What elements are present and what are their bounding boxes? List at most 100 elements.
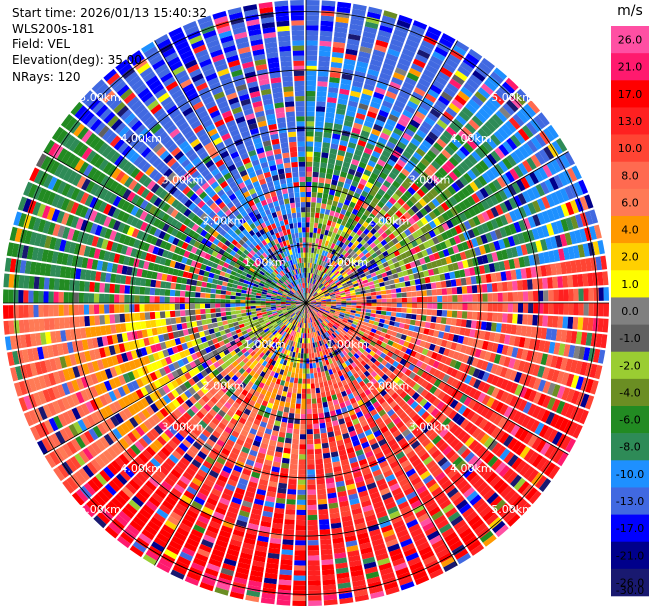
ray: [306, 48, 483, 303]
range-gate: [484, 79, 497, 92]
range-gate: [334, 233, 340, 240]
range-gate: [286, 499, 296, 505]
range-gate: [322, 376, 327, 382]
range-gate: [449, 237, 457, 246]
range-gate: [310, 297, 315, 301]
range-gate: [306, 186, 312, 192]
range-gate: [390, 312, 397, 317]
range-gate: [490, 218, 499, 230]
range-gate: [341, 306, 347, 309]
range-gate: [326, 395, 333, 402]
range-gate: [348, 224, 355, 231]
range-gate: [374, 163, 384, 172]
range-gate: [376, 176, 385, 184]
range-gate: [327, 287, 333, 292]
range-gate: [388, 225, 396, 233]
range-gate: [292, 600, 306, 606]
range-gate: [339, 278, 346, 283]
range-gate: [315, 212, 320, 219]
range-gate: [592, 348, 601, 363]
range-gate: [325, 308, 331, 311]
range-gate: [414, 278, 421, 285]
range-gate: [569, 359, 578, 373]
range-gate: [502, 81, 516, 95]
range-gate: [393, 278, 400, 284]
range-gate: [366, 11, 381, 20]
range-gate: [517, 314, 523, 325]
range-gate: [288, 412, 295, 419]
range-gate: [308, 288, 310, 294]
range-gate: [367, 160, 376, 168]
range-gate: [372, 216, 380, 224]
range-gate: [345, 178, 353, 185]
range-gate: [515, 179, 526, 192]
range-gate: [393, 261, 400, 268]
range-gate: [435, 99, 447, 110]
range-gate: [349, 314, 355, 319]
range-gate: [407, 186, 416, 196]
range-gate: [504, 120, 517, 133]
range-gate: [420, 171, 431, 181]
range-gate: [335, 16, 349, 24]
range-gate: [365, 289, 371, 294]
range-gate: [314, 352, 318, 358]
range-gate: [577, 274, 584, 287]
range-gate: [529, 118, 542, 133]
ray: [306, 271, 609, 303]
range-gate: [296, 393, 302, 399]
range-gate: [398, 185, 407, 194]
range-gate: [564, 232, 573, 246]
range-gate: [283, 529, 295, 535]
range-gate: [416, 296, 423, 303]
range-gate: [340, 220, 347, 227]
range-gate: [494, 228, 503, 240]
range-gate: [321, 564, 334, 571]
range-gate: [326, 168, 334, 175]
range-gate: [550, 355, 558, 368]
range-gate: [376, 306, 382, 311]
range-gate: [378, 322, 384, 328]
range-gate: [573, 181, 584, 196]
range-gate: [297, 352, 301, 359]
range-gate: [486, 209, 495, 220]
range-gate: [417, 175, 427, 185]
range-gate: [398, 259, 405, 267]
range-gate: [402, 257, 410, 265]
range-gate: [297, 388, 302, 394]
range-gate: [366, 299, 372, 303]
range-gate: [434, 75, 448, 86]
range-gate: [509, 210, 518, 222]
range-gate: [597, 318, 604, 332]
range-gate: [315, 111, 325, 117]
range-gate: [400, 287, 407, 293]
range-gate: [298, 469, 306, 475]
range-gate: [336, 282, 342, 287]
range-gate: [338, 267, 344, 273]
range-gate: [306, 202, 311, 208]
range-gate: [310, 252, 314, 259]
range-gate: [326, 299, 332, 301]
range-gate: [313, 227, 318, 234]
range-gate: [495, 204, 504, 216]
range-gate: [371, 299, 377, 303]
range-gate: [503, 260, 511, 270]
range-gate: [385, 285, 391, 290]
range-gate: [573, 345, 581, 359]
range-gate: [372, 168, 381, 176]
range-gate: [344, 245, 351, 252]
range-gate: [353, 75, 365, 84]
range-gate: [494, 191, 504, 203]
range-gate: [333, 195, 340, 202]
range-gate: [315, 296, 321, 300]
range-gate: [371, 262, 378, 269]
range-gate: [498, 261, 506, 271]
range-gate: [565, 261, 572, 274]
range-gate: [427, 26, 442, 37]
range-gate: [595, 256, 603, 271]
range-gate: [313, 279, 317, 285]
range-gate: [359, 245, 366, 252]
range-gate: [318, 291, 323, 295]
range-gate: [512, 313, 518, 324]
range-gate: [331, 304, 337, 306]
range-gate: [451, 182, 461, 193]
